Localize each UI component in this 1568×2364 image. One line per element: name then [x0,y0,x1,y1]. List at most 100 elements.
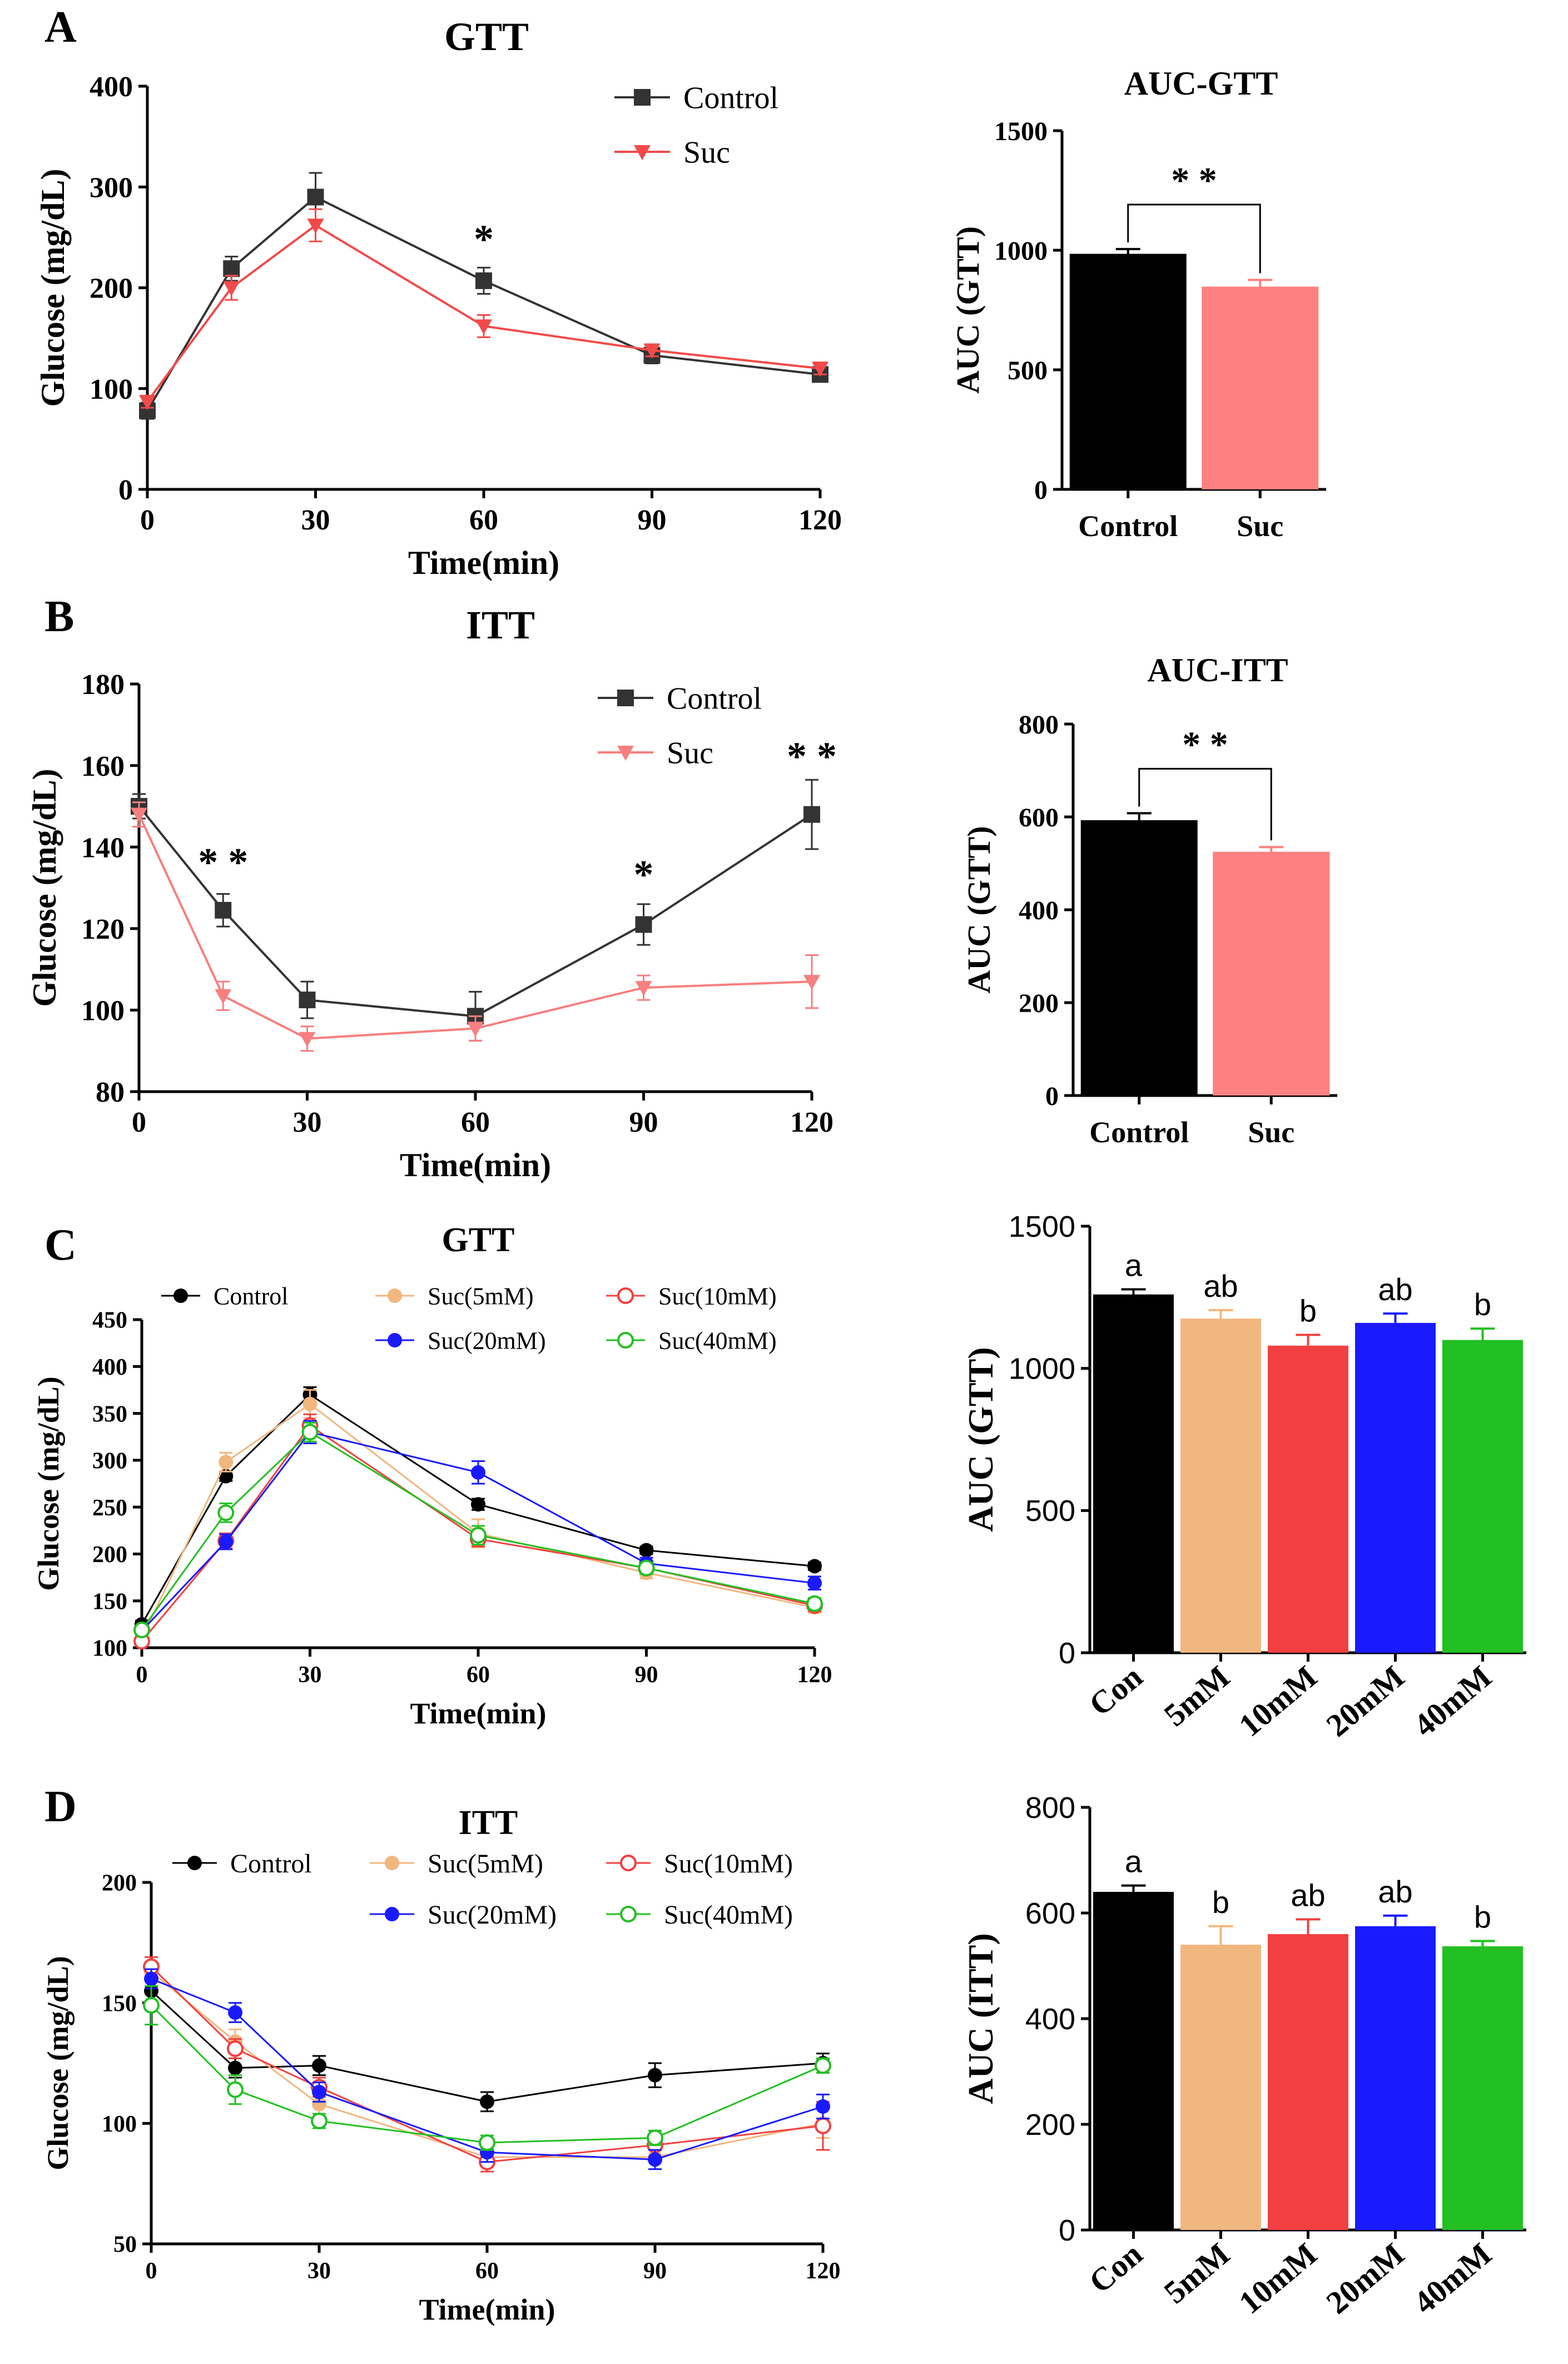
legend-label: Suc(10mM) [658,1282,777,1310]
legend-item: Suc(10mM) [606,1849,793,1879]
x-tick-label: 120 [797,1662,832,1688]
data-point [806,1595,823,1612]
y-tick-label: 400 [90,71,133,103]
data-point [807,1559,822,1574]
data-point [620,1855,637,1871]
data-point [479,2134,495,2151]
y-tick-label: 1500 [994,117,1048,146]
x-tick-label: 120 [798,504,842,536]
y-tick-label: 120 [81,914,125,945]
chart-title: AUC-ITT [1147,652,1288,688]
bar-40mm [1442,1340,1523,1653]
significance-marker: * [634,853,654,897]
legend-label: Suc(20mM) [428,1900,557,1930]
y-tick-label: 0 [118,474,133,506]
data-point [815,2117,831,2134]
legend-item: Suc(40mM) [606,1900,793,1930]
data-point [219,1455,234,1470]
significance-bracket [1138,767,1272,841]
data-point [187,1856,202,1870]
significance-letter: b [1212,1885,1229,1920]
series-line [146,224,821,403]
series-line [141,1431,815,1630]
y-tick-label: 350 [92,1401,127,1427]
x-tick-label: 90 [635,1662,658,1688]
y-tick-label: 150 [102,1991,137,2016]
data-point [385,1907,399,1921]
x-category-label: Suc [1248,1116,1294,1149]
y-tick-label: 200 [1019,989,1059,1018]
data-point [643,343,661,359]
data-point [301,1424,319,1441]
data-point [144,1971,158,1986]
significance-letter: ab [1203,1268,1238,1304]
panel-letter-c: C [44,1221,77,1270]
data-point [173,1288,188,1303]
x-tick-label: 120 [790,1107,833,1138]
chart-title: GTT [442,1221,515,1259]
data-point [480,2094,494,2109]
x-tick-label: 30 [299,1662,322,1688]
y-tick-label: 600 [1019,803,1059,832]
legend-item: Suc [598,736,713,771]
y-tick-label: 200 [102,1871,137,1896]
panel-letter-b: B [44,592,74,641]
x-tick-label: 90 [643,2258,667,2284]
data-point [307,189,324,206]
y-axis-label: AUC (GTT) [961,1347,1000,1532]
data-point [215,901,232,919]
legend-label: Suc(5mM) [428,1849,543,1879]
x-tick-label: 0 [136,1662,148,1688]
significance-letter: ab [1291,1877,1325,1912]
legend-item: Suc(20mM) [375,1327,546,1354]
data-point [312,2097,326,2112]
data-point [803,975,820,990]
bar-suc [1213,851,1330,1096]
series-line [150,1990,823,2103]
series-suc-40mm- [133,1421,823,1638]
bar-con [1093,1294,1174,1653]
data-point [227,2081,244,2098]
chart-title: ITT [466,603,535,647]
data-point [223,260,240,277]
y-tick-label: 400 [1019,896,1059,925]
legend-label: Suc(20mM) [428,1327,546,1354]
data-point [217,1504,235,1522]
y-tick-label: 100 [81,995,125,1027]
y-tick-label: 140 [81,832,125,864]
significance-letter: ab [1378,1874,1412,1909]
data-point [223,281,240,296]
x-tick-label: 0 [140,504,155,536]
legend-label: Suc(10mM) [664,1849,793,1879]
chart-title: ITT [459,1804,518,1842]
significance-marker: * * [1171,160,1217,201]
y-tick-label: 200 [92,1542,127,1568]
data-point [617,1332,634,1349]
x-tick-label: 60 [461,1107,490,1138]
data-point [617,690,634,706]
data-point [299,992,316,1009]
data-point [312,2058,326,2073]
data-point [635,916,652,933]
y-tick-label: 400 [92,1355,127,1380]
y-tick-label: 250 [92,1495,127,1521]
series-suc-20mm- [144,1968,830,2170]
data-point [388,1288,402,1303]
bar-10mm [1268,1934,1348,2230]
bar-20mm [1355,1926,1436,2230]
y-tick-label: 600 [1025,1897,1075,1930]
series-line [141,1431,815,1632]
panel-letter-d: D [44,1782,77,1831]
legend-label: Suc [667,736,713,771]
data-point [812,361,828,377]
legend-label: Control [667,682,762,716]
data-point [131,807,147,823]
data-point [312,2085,326,2099]
data-point [307,219,324,234]
series-suc [139,208,828,410]
y-tick-label: 1000 [994,236,1048,266]
significance-letter: a [1125,1248,1143,1283]
y-tick-label: 0 [1059,2214,1075,2247]
data-point [228,2005,242,2020]
data-point [133,1621,150,1638]
